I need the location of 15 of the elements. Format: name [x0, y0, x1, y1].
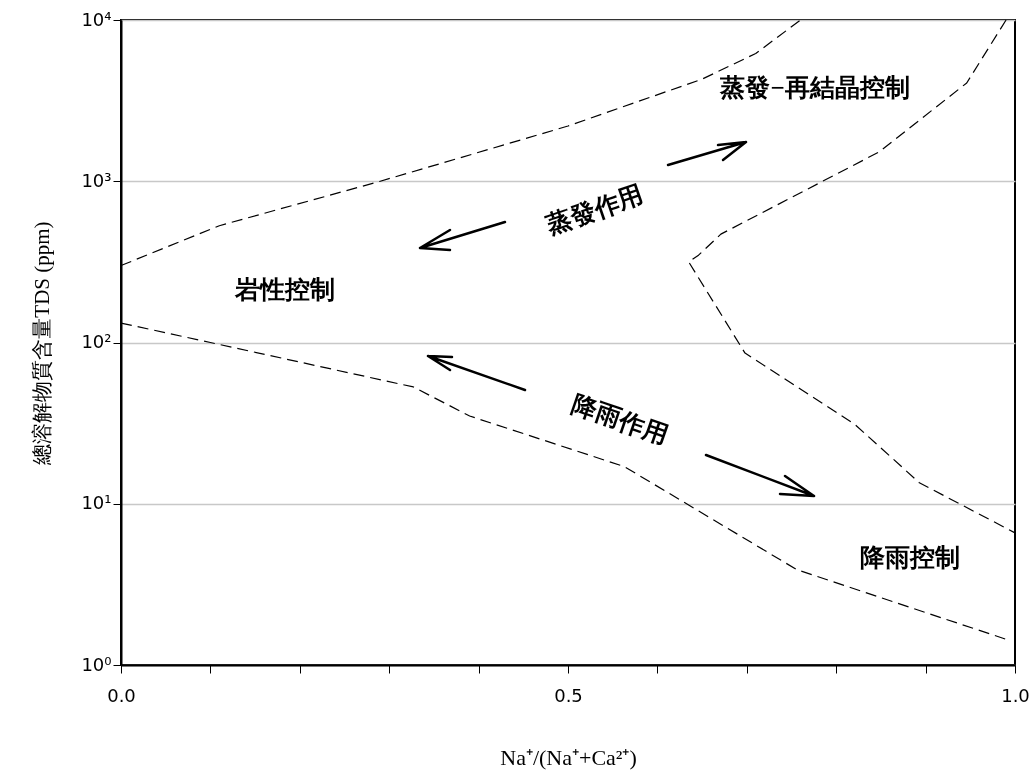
- annotation: 岩性控制: [234, 276, 335, 303]
- x-tick-label: 1.0: [1001, 684, 1030, 706]
- y-tick-label: 10¹: [81, 492, 112, 514]
- x-tick-label: 0.5: [554, 684, 583, 706]
- annotation: 蒸發作用: [542, 180, 647, 239]
- y-tick-label: 10⁰: [81, 653, 112, 675]
- y-tick-label: 10²: [81, 331, 112, 352]
- annotation: 降雨控制: [860, 544, 960, 571]
- annotation: 降雨作用: [568, 390, 672, 449]
- x-axis-title: Na⁺/(Na⁺+Ca²⁺): [500, 744, 637, 770]
- x-tick-label: 0.0: [107, 684, 136, 706]
- y-tick-label: 10³: [81, 169, 112, 191]
- annotation: 蒸發−再結晶控制: [719, 74, 910, 101]
- y-tick-label: 10⁴: [81, 8, 112, 30]
- y-axis-title: 總溶解物質含量TDS (ppm): [30, 221, 55, 466]
